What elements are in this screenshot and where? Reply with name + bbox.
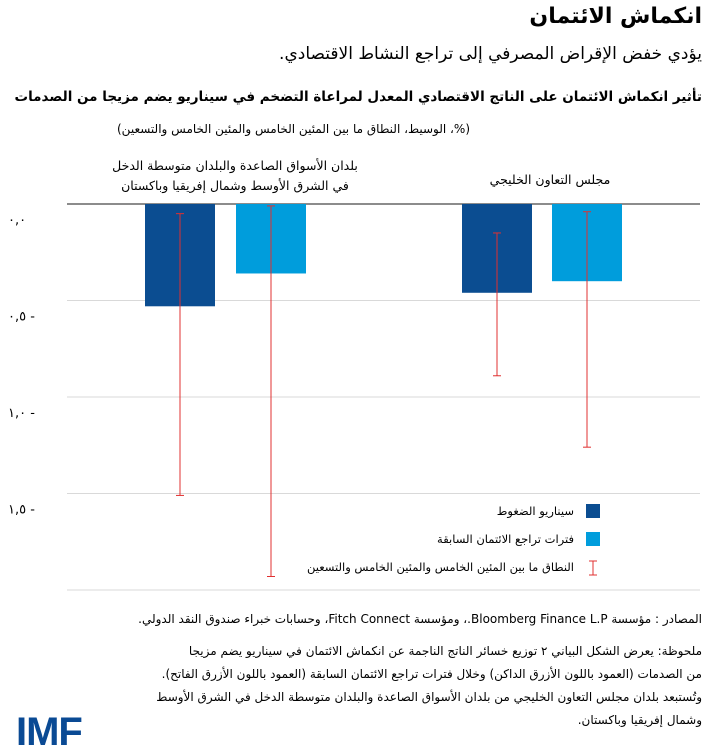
y-tick-label: ٠,٠ [8,213,26,228]
category-line: في الشرق الأوسط وشمال إفريقيا وباكستان [121,178,349,193]
y-tick-label: ٠,٥ - [8,310,35,325]
source-note: المصادر : مؤسسة Bloomberg Finance L.P.، … [138,612,702,626]
category-label-menap: بلدان الأسواق الصاعدة والبلدان متوسطة ال… [90,156,380,196]
legend-label: سيناريو الضغوط [496,504,574,518]
legend-swatch [586,504,600,518]
y-tick-label: ٢,٠ - [8,599,35,600]
legend-item-stress: سيناريو الضغوط [497,504,600,518]
y-tick-label: ١,٠ - [8,406,35,421]
chart-units: (%، الوسيط، النطاق ما بين المئين الخامس … [117,122,470,136]
legend-label: النطاق ما بين المئين الخامس والمئين الخا… [307,560,574,574]
legend-item-range: النطاق ما بين المئين الخامس والمئين الخا… [307,560,600,576]
chart-title: تأثير انكماش الائتمان على الناتج الاقتصا… [14,89,702,105]
chart: ٠,٠ ٠,٥ - ١,٠ - ١,٥ - ٢,٠ - [8,203,700,600]
category-line: بلدان الأسواق الصاعدة والبلدان متوسطة ال… [112,158,358,173]
footnote-line: ملحوظة: يعرض الشكل البياني ٢ توزيع خسائر… [188,644,702,658]
footnote-line: من الصدمات (العمود باللون الأزرق الداكن)… [161,667,702,681]
category-label-gcc: مجلس التعاون الخليجي [430,170,670,190]
imf-logo: IMF [16,710,83,754]
category-line: مجلس التعاون الخليجي [489,172,611,187]
footnote-line: وشمال إفريقيا وباكستان. [577,713,702,727]
page-title: انكماش الائتمان [529,4,702,29]
range-icon [586,560,600,576]
footnote: ملحوظة: يعرض الشكل البياني ٢ توزيع خسائر… [156,640,702,732]
footnote-line: وتُستبعد بلدان مجلس التعاون الخليجي من ب… [156,690,702,704]
legend-label: فترات تراجع الائتمان السابقة [437,532,574,546]
page-subtitle: يؤدي خفض الإقراض المصرفي إلى تراجع النشا… [279,44,702,64]
y-tick-label: ١,٥ - [8,503,35,518]
legend-item-past: فترات تراجع الائتمان السابقة [437,532,600,546]
legend-swatch [586,532,600,546]
